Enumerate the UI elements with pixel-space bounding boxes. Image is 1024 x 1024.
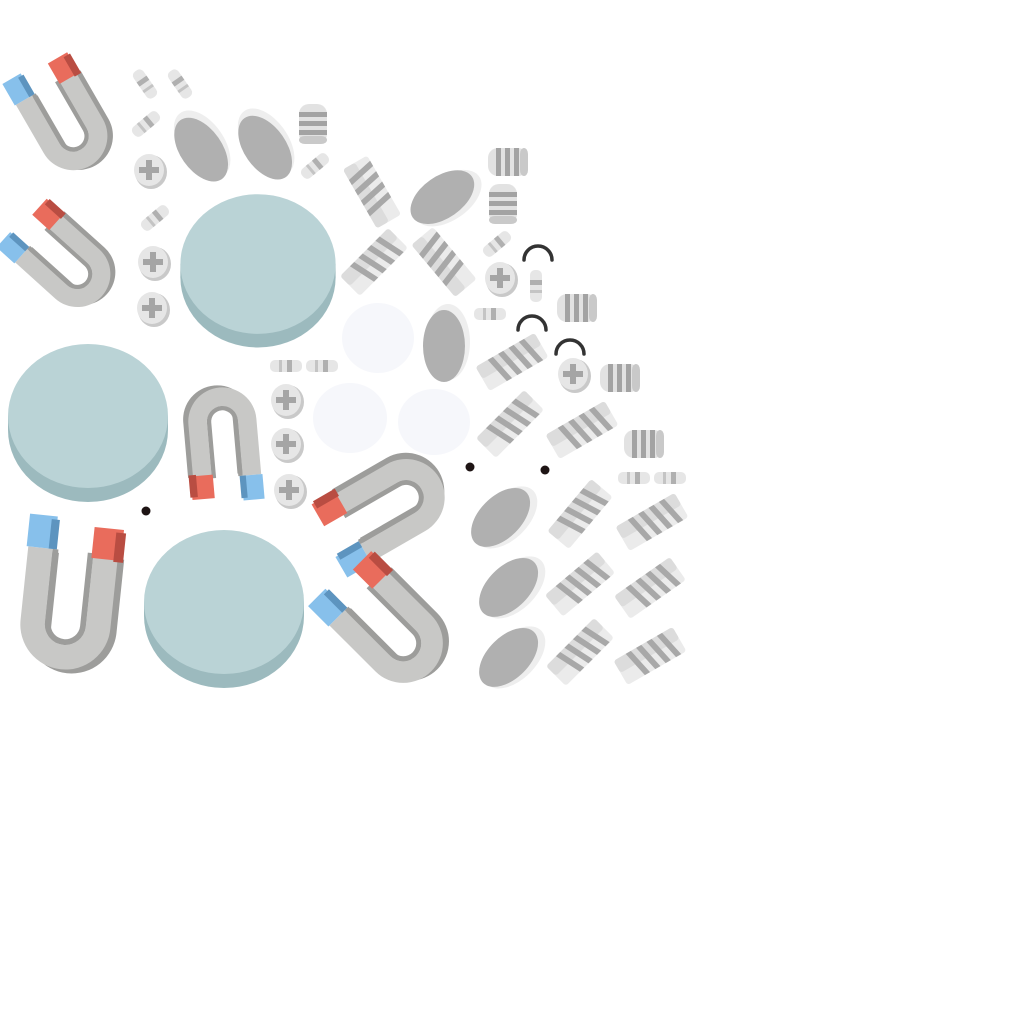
round-disc-icon <box>144 530 304 688</box>
cylinder-nut-icon <box>489 184 517 224</box>
screw-head-icon <box>274 474 307 509</box>
cylinder-nut-icon <box>488 148 528 176</box>
oval-plate-icon <box>468 542 557 632</box>
oval-plate-icon <box>223 98 308 190</box>
threaded-bolt-icon <box>544 551 616 617</box>
threaded-bolt-icon <box>411 226 477 298</box>
screw-head-icon <box>485 262 518 297</box>
threaded-bolt-icon <box>476 390 544 458</box>
screw-head-icon <box>134 154 167 189</box>
soft-bubble-icon <box>398 389 470 455</box>
pin-icon <box>618 472 650 484</box>
horseshoe-magnet-icon <box>180 381 265 506</box>
pin-icon <box>654 472 686 484</box>
dot-marker-icon <box>141 506 151 516</box>
round-disc-icon <box>8 344 168 502</box>
horseshoe-magnet-icon <box>13 513 128 678</box>
dot-marker-icon <box>465 462 475 472</box>
threaded-bolt-icon <box>546 618 614 686</box>
oval-plate-icon <box>423 304 470 382</box>
oval-plate-icon <box>159 100 244 192</box>
soft-bubble-icon <box>313 383 387 453</box>
cylinder-nut-icon <box>299 104 327 144</box>
pin-icon <box>474 308 506 320</box>
oval-plate-icon <box>400 155 492 240</box>
arc-spring-icon <box>516 314 548 332</box>
threaded-bolt-icon <box>614 557 686 619</box>
pin-icon <box>270 360 302 372</box>
pin-icon <box>165 67 195 101</box>
round-disc-icon <box>180 194 336 348</box>
cylinder-nut-icon <box>624 430 664 458</box>
pin-icon <box>130 67 160 101</box>
arc-spring-icon <box>554 338 586 356</box>
horseshoe-magnet-icon <box>308 545 466 703</box>
threaded-bolt-icon <box>545 400 619 460</box>
cylinder-nut-icon <box>557 294 597 322</box>
screw-head-icon <box>271 384 304 419</box>
horseshoe-magnet-icon <box>2 46 126 186</box>
soft-bubble-icon <box>342 303 414 373</box>
arc-spring-icon <box>522 244 554 262</box>
threaded-bolt-icon <box>547 478 613 550</box>
pin-icon <box>138 203 172 233</box>
cylinder-nut-icon <box>600 364 640 392</box>
threaded-bolt-icon <box>340 228 408 296</box>
dot-marker-icon <box>540 465 550 475</box>
horseshoe-magnet-icon <box>0 193 129 324</box>
screw-head-icon <box>137 292 170 327</box>
screw-head-icon <box>138 246 171 281</box>
pin-icon <box>129 109 163 139</box>
threaded-bolt-icon <box>475 332 549 392</box>
screw-head-icon <box>271 428 304 463</box>
screw-head-icon <box>558 358 591 393</box>
horseshoe-magnet-icon <box>305 438 462 578</box>
threaded-bolt-icon <box>613 626 687 686</box>
pin-icon <box>298 151 332 181</box>
oval-plate-icon <box>460 472 549 562</box>
oval-plate-icon <box>468 612 557 702</box>
pin-icon <box>480 229 514 259</box>
threaded-bolt-icon <box>342 155 402 229</box>
pin-icon <box>530 270 542 302</box>
threaded-bolt-icon <box>615 492 689 552</box>
pin-icon <box>306 360 338 372</box>
